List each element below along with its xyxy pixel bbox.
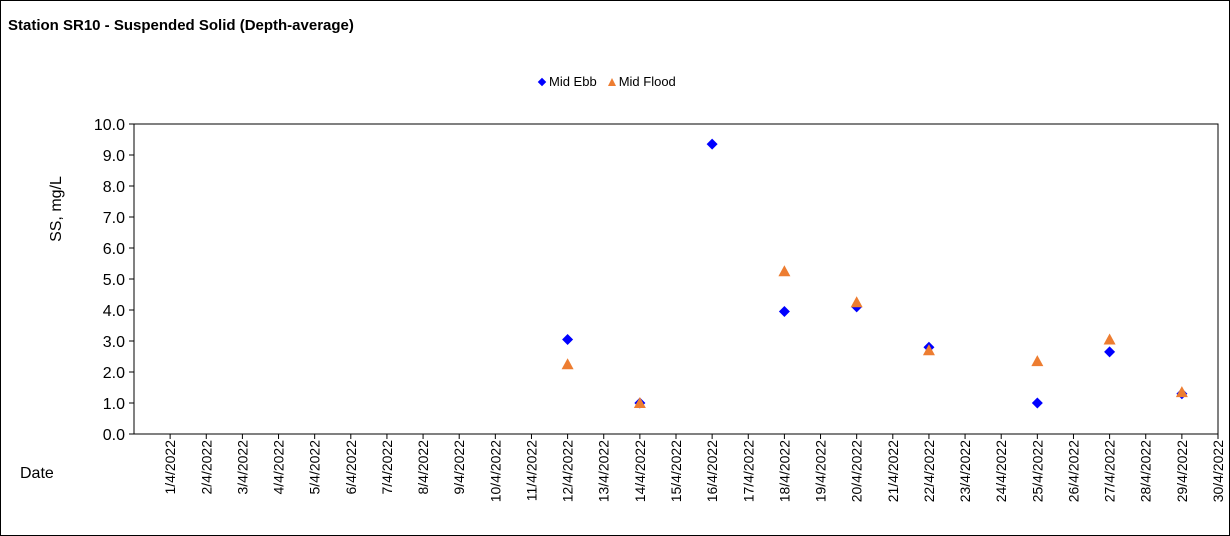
y-tick-label: 3.0	[103, 334, 125, 351]
data-point-mid-flood	[850, 296, 863, 308]
y-tick-label: 7.0	[103, 210, 125, 227]
plot-border	[133, 123, 1219, 435]
x-axis-label: Date	[20, 465, 54, 482]
data-point-mid-flood	[1031, 355, 1044, 367]
x-tick-label: 30/4/2022	[1210, 440, 1226, 502]
data-point-mid-flood	[778, 265, 791, 277]
legend-label-mid-ebb: Mid Ebb	[549, 74, 597, 89]
y-tick-label: 5.0	[103, 272, 125, 289]
x-tick-label: 29/4/2022	[1174, 440, 1190, 502]
x-tick-label: 22/4/2022	[921, 440, 937, 502]
legend-label-mid-flood: Mid Flood	[618, 74, 676, 89]
x-tick-label: 4/4/2022	[271, 440, 287, 495]
data-point-mid-ebb	[1104, 346, 1116, 358]
data-point-mid-flood	[1103, 333, 1116, 345]
y-tick-label: 10.0	[94, 117, 125, 134]
x-tick-label: 23/4/2022	[957, 440, 973, 502]
x-tick-label: 24/4/2022	[993, 440, 1009, 502]
x-tick-label: 7/4/2022	[379, 440, 395, 495]
x-tick-label: 15/4/2022	[668, 440, 684, 502]
x-tick-label: 28/4/2022	[1138, 440, 1154, 502]
x-tick-label: 2/4/2022	[198, 440, 214, 495]
data-point-mid-ebb	[1031, 397, 1043, 409]
x-tick-label: 3/4/2022	[234, 440, 250, 495]
data-point-mid-ebb	[778, 306, 790, 318]
x-tick-label: 19/4/2022	[813, 440, 829, 502]
x-tick-label: 12/4/2022	[560, 440, 576, 502]
chart-title: Station SR10 - Suspended Solid (Depth-av…	[8, 17, 354, 34]
x-tick-label: 1/4/2022	[162, 440, 178, 495]
x-tick-label: 10/4/2022	[487, 440, 503, 502]
x-tick-label: 25/4/2022	[1029, 440, 1045, 502]
y-tick-label: 4.0	[103, 303, 125, 320]
legend: Mid Ebb Mid Flood	[537, 74, 686, 89]
x-tick-label: 18/4/2022	[776, 440, 792, 502]
x-tick-label: 6/4/2022	[343, 440, 359, 495]
data-point-mid-flood	[922, 344, 935, 356]
y-tick-label: 8.0	[103, 179, 125, 196]
legend-item-mid-flood: Mid Flood	[607, 74, 676, 89]
x-tick-label: 5/4/2022	[307, 440, 323, 495]
legend-item-mid-ebb: Mid Ebb	[537, 74, 597, 89]
y-tick-label: 6.0	[103, 241, 125, 258]
data-point-mid-flood	[1175, 386, 1188, 398]
x-tick-label: 27/4/2022	[1102, 440, 1118, 502]
x-tick-label: 16/4/2022	[704, 440, 720, 502]
x-tick-label: 26/4/2022	[1065, 440, 1081, 502]
data-point-mid-flood	[633, 397, 646, 408]
data-point-mid-ebb	[562, 333, 574, 345]
data-point-mid-flood	[561, 358, 574, 370]
x-tick-label: 8/4/2022	[415, 440, 431, 495]
data-point-mid-ebb	[706, 138, 718, 150]
x-tick-label: 20/4/2022	[849, 440, 865, 502]
y-tick-label: 0.0	[103, 427, 125, 444]
triangle-marker-icon	[607, 77, 616, 86]
y-tick-label: 9.0	[103, 148, 125, 165]
x-tick-label: 9/4/2022	[451, 440, 467, 495]
x-tick-label: 17/4/2022	[740, 440, 756, 502]
x-tick-label: 21/4/2022	[885, 440, 901, 502]
x-tick-label: 11/4/2022	[523, 440, 539, 501]
y-tick-label: 1.0	[103, 396, 125, 413]
y-tick-label: 2.0	[103, 365, 125, 382]
x-tick-label: 13/4/2022	[596, 440, 612, 502]
x-tick-label: 14/4/2022	[632, 440, 648, 502]
